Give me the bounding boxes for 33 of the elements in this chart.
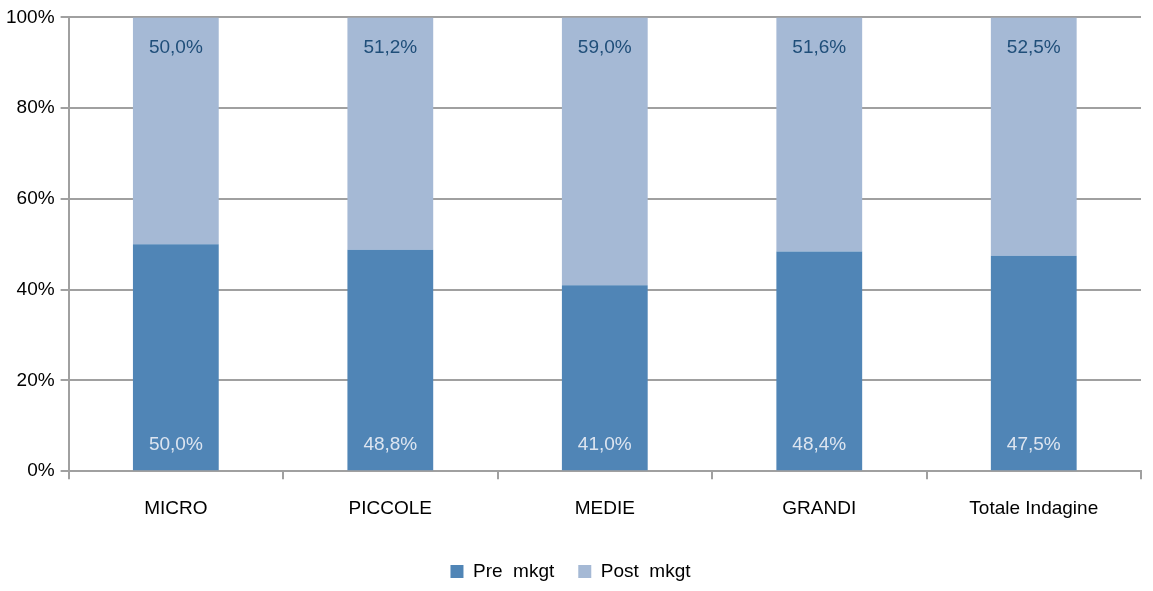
bar [561, 285, 648, 471]
y-tick-label: 20% [16, 368, 55, 390]
bar [347, 249, 434, 471]
x-tick-label: PICCOLE [348, 496, 433, 518]
legend-label: Pre mkgt [472, 559, 555, 581]
bar [776, 251, 863, 471]
y-tick-label: 40% [16, 277, 55, 299]
data-label: 59,0% [577, 35, 632, 57]
y-tick-label: 0% [27, 459, 55, 481]
x-tick-label: MEDIE [574, 496, 635, 518]
data-label: 51,2% [363, 35, 418, 57]
bar [990, 17, 1077, 256]
bar [347, 17, 434, 250]
x-tick-label: MICRO [144, 496, 208, 518]
data-label: 51,6% [792, 35, 847, 57]
data-label: 50,0% [148, 35, 203, 57]
bar [132, 244, 219, 471]
legend-label: Post mkgt [600, 559, 692, 581]
data-label: 48,4% [792, 433, 847, 455]
data-label: 52,5% [1006, 35, 1061, 57]
data-label: 47,5% [1006, 433, 1061, 455]
y-tick-label: 80% [16, 96, 55, 118]
y-tick-label: 60% [16, 187, 55, 209]
data-label: 48,8% [363, 433, 418, 455]
y-tick-label: 100% [5, 5, 55, 27]
bar [132, 17, 219, 245]
data-label: 41,0% [577, 433, 632, 455]
bar [990, 255, 1077, 471]
x-tick-label: Totale Indagine [969, 496, 1099, 518]
bar [776, 17, 863, 252]
data-label: 50,0% [148, 433, 203, 455]
bar [561, 17, 648, 286]
x-tick-label: GRANDI [782, 496, 857, 518]
